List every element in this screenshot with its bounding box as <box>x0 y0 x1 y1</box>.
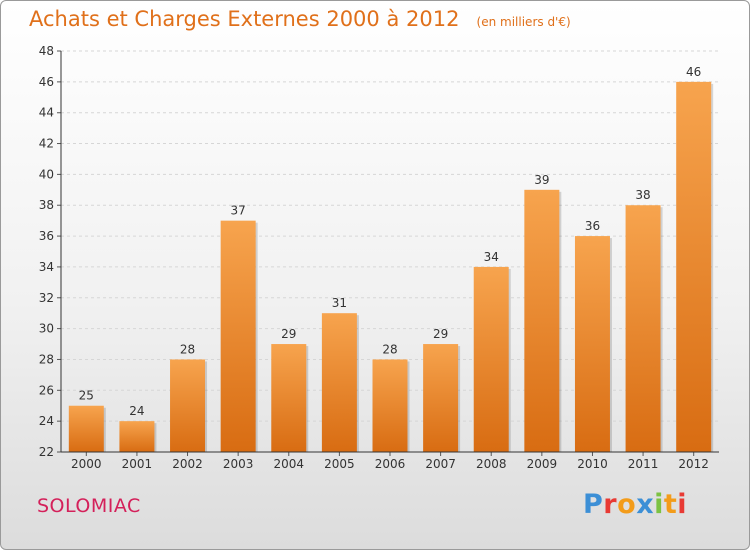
bar <box>220 220 256 452</box>
y-tick-label: 48 <box>39 44 54 58</box>
data-label: 29 <box>433 327 448 341</box>
y-tick-label: 28 <box>39 352 54 366</box>
x-tick-label: 2005 <box>324 457 355 471</box>
logo-letter: r <box>603 489 618 520</box>
data-label: 37 <box>231 204 246 218</box>
data-labels: 25 24 28 37 29 31 28 29 34 39 36 38 46 <box>79 65 702 418</box>
logo-letter: x <box>636 489 655 520</box>
x-tick-label: 2004 <box>273 457 304 471</box>
x-tick-label: 2003 <box>223 457 254 471</box>
y-tick-label: 44 <box>39 106 54 120</box>
x-tick-label: 2000 <box>71 457 102 471</box>
y-tick-label: 22 <box>39 445 54 459</box>
y-tick-label: 26 <box>39 383 54 397</box>
y-tick-label: 38 <box>39 198 54 212</box>
data-label: 31 <box>332 296 347 310</box>
x-tick-label: 2006 <box>375 457 406 471</box>
data-label: 28 <box>180 342 195 356</box>
data-label: 28 <box>382 342 397 356</box>
bars <box>68 81 714 453</box>
data-label: 38 <box>635 188 650 202</box>
bar <box>372 359 408 452</box>
bar <box>625 205 661 452</box>
data-label: 29 <box>281 327 296 341</box>
x-axis-ticks: 2000 2001 2002 2003 2004 2005 2006 2007 2008 2009… <box>71 452 709 471</box>
commune-name: SOLOMIAC <box>37 495 141 517</box>
bar <box>574 236 610 452</box>
y-tick-label: 40 <box>39 167 54 181</box>
data-label: 39 <box>534 173 549 187</box>
y-tick-label: 46 <box>39 75 54 89</box>
bar <box>524 189 560 453</box>
y-tick-label: 42 <box>39 137 54 151</box>
logo-letter: i <box>677 489 688 520</box>
logo-letter: o <box>617 489 637 520</box>
y-tick-label: 32 <box>39 291 54 305</box>
chart-title: Achats et Charges Externes 2000 à 2012 (… <box>29 7 571 31</box>
bar <box>170 359 206 452</box>
bar <box>423 344 459 452</box>
logo-letter: P <box>583 489 604 520</box>
bar <box>271 344 307 452</box>
bar <box>119 421 155 452</box>
data-label: 24 <box>129 404 144 418</box>
bar <box>68 405 104 452</box>
x-tick-label: 2007 <box>425 457 456 471</box>
logo-letter: t <box>663 489 678 520</box>
logo-letter: i <box>654 489 664 520</box>
y-axis-ticks: 22 24 26 28 30 32 34 36 38 40 42 44 46 48 <box>39 44 61 459</box>
x-tick-label: 2010 <box>577 457 608 471</box>
x-tick-label: 2011 <box>628 457 659 471</box>
x-tick-label: 2001 <box>122 457 153 471</box>
x-tick-label: 2012 <box>678 457 709 471</box>
x-tick-label: 2008 <box>476 457 507 471</box>
proxiti-logo: Proxiti <box>583 489 687 520</box>
bar <box>473 266 509 452</box>
chart-unit-label: (en milliers d'€) <box>476 15 571 29</box>
data-label: 25 <box>79 389 94 403</box>
data-label: 36 <box>585 219 600 233</box>
data-label: 34 <box>484 250 499 264</box>
x-tick-label: 2002 <box>172 457 203 471</box>
chart-title-text: Achats et Charges Externes 2000 à 2012 <box>29 7 460 31</box>
y-tick-label: 24 <box>39 414 54 428</box>
y-tick-label: 34 <box>39 260 54 274</box>
x-tick-label: 2009 <box>527 457 558 471</box>
axes <box>60 51 719 453</box>
y-tick-label: 30 <box>39 322 54 336</box>
bar <box>321 313 357 452</box>
bar <box>676 81 712 452</box>
y-tick-label: 36 <box>39 229 54 243</box>
data-label: 46 <box>686 65 701 79</box>
